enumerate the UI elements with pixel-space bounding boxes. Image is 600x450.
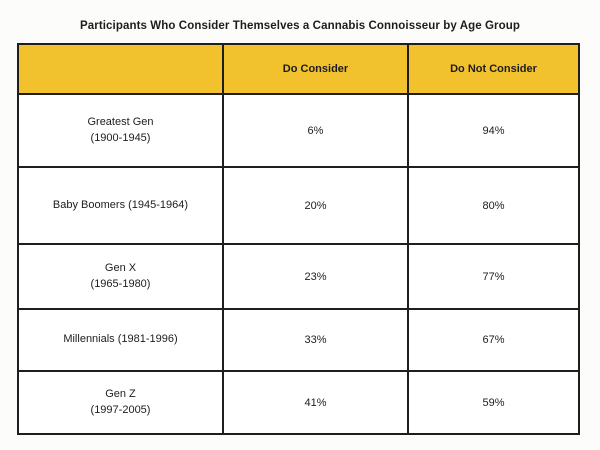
do-not-consider-cell: 59%: [407, 370, 580, 435]
column-header-do-not-consider: Do Not Consider: [407, 43, 580, 95]
do-consider-cell: 33%: [222, 308, 409, 372]
do-not-consider-cell: 94%: [407, 93, 580, 168]
page-title: Participants Who Consider Themselves a C…: [79, 20, 521, 32]
table-row-gen-x: Gen X (1965-1980) 23% 77%: [17, 243, 580, 310]
table-row-greatest-gen: Greatest Gen (1900-1945) 6% 94%: [17, 93, 580, 168]
age-group-cell: Millennials (1981-1996): [17, 308, 224, 372]
do-not-consider-cell: 77%: [407, 243, 580, 310]
column-header-age-group: [17, 43, 224, 95]
age-group-cell: Greatest Gen (1900-1945): [17, 93, 224, 168]
column-header-do-consider: Do Consider: [222, 43, 409, 95]
do-consider-cell: 20%: [222, 166, 409, 245]
do-not-consider-cell: 80%: [407, 166, 580, 245]
header-row: Do Consider Do Not Consider: [17, 43, 580, 95]
age-group-cell: Baby Boomers (1945-1964): [17, 166, 224, 245]
connoisseur-table: Do Consider Do Not Consider Greatest Gen…: [17, 43, 580, 435]
do-consider-cell: 23%: [222, 243, 409, 310]
table-row-gen-z: Gen Z (1997-2005) 41% 59%: [17, 370, 580, 435]
table-row-millennials: Millennials (1981-1996) 33% 67%: [17, 308, 580, 372]
table-row-baby-boomers: Baby Boomers (1945-1964) 20% 80%: [17, 166, 580, 245]
age-group-cell: Gen Z (1997-2005): [17, 370, 224, 435]
do-not-consider-cell: 67%: [407, 308, 580, 372]
do-consider-cell: 6%: [222, 93, 409, 168]
do-consider-cell: 41%: [222, 370, 409, 435]
age-group-cell: Gen X (1965-1980): [17, 243, 224, 310]
